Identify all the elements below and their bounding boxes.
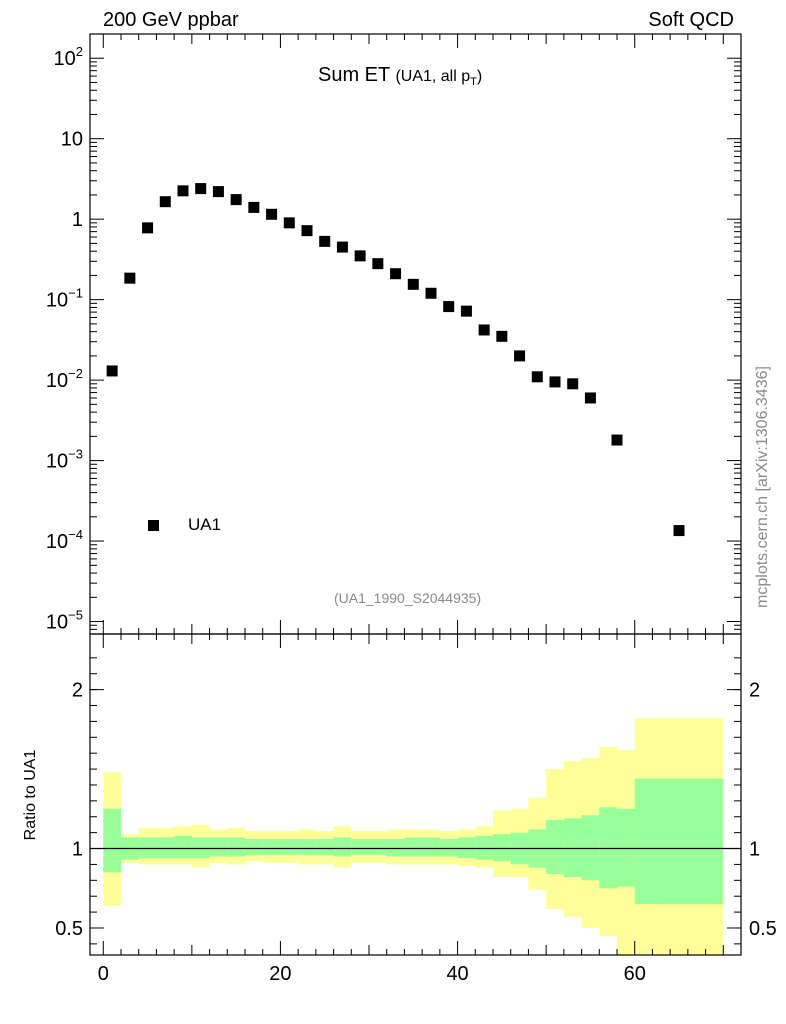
uncertainty-band-inner <box>103 808 121 873</box>
header-right: Soft QCD <box>648 9 734 31</box>
ratio-y-ticks <box>90 657 741 945</box>
uncertainty-band-inner <box>546 819 564 874</box>
main-plot-frame <box>89 33 742 635</box>
data-points <box>106 183 685 537</box>
header-left: 200 GeV ppbar <box>103 9 239 31</box>
chart-title: Sum ET (UA1, all pT) <box>318 64 482 88</box>
ratio-axis-label: Ratio to UA1 <box>22 749 39 841</box>
data-point <box>283 217 295 229</box>
data-point <box>195 183 207 195</box>
x-tick-label: 40 <box>446 963 468 985</box>
data-point <box>584 392 596 404</box>
uncertainty-band-inner <box>227 837 245 857</box>
uncertainty-band-inner <box>315 838 334 855</box>
data-point <box>319 235 331 247</box>
ratio-y-tick-label-right: 1 <box>749 839 760 861</box>
uncertainty-band-inner <box>404 837 423 857</box>
side-label: mcplots.cern.ch [arXiv:1306.3436] <box>754 366 771 608</box>
data-point <box>407 278 419 290</box>
uncertainty-band-inner <box>581 815 600 881</box>
uncertainty-band-inner <box>191 837 210 859</box>
legend-marker <box>148 520 159 531</box>
data-point <box>478 324 490 336</box>
y-tick-label: 1 <box>72 209 83 231</box>
uncertainty-band-inner <box>493 834 511 862</box>
y-tick-label: 102 <box>54 44 83 70</box>
data-point <box>106 365 118 377</box>
data-point <box>266 208 278 220</box>
uncertainty-band-inner <box>439 838 458 857</box>
data-point <box>177 185 189 197</box>
data-point <box>354 250 366 262</box>
y-tick-label: 10−4 <box>46 527 83 553</box>
ratio-y-tick-label-left: 2 <box>72 680 83 702</box>
uncertainty-band-inner <box>280 838 299 855</box>
uncertainty-band-inner <box>617 808 635 887</box>
legend-label: UA1 <box>188 515 222 534</box>
uncertainty-band-inner <box>298 838 316 855</box>
chart-title-main: Sum ET <box>318 64 390 86</box>
uncertainty-band-inner <box>386 838 405 857</box>
data-point <box>549 376 561 388</box>
data-point <box>124 272 136 284</box>
data-point <box>230 194 242 206</box>
uncertainty-band-inner <box>138 837 157 859</box>
uncertainty-band-inner <box>209 837 228 857</box>
x-ticks <box>102 34 724 955</box>
data-point <box>301 225 313 237</box>
uncertainty-band-inner <box>634 778 724 905</box>
y-tick-label: 10−1 <box>46 286 83 312</box>
data-point <box>567 378 579 390</box>
data-point <box>372 258 384 270</box>
ratio-y-tick-label-left: 1 <box>72 839 83 861</box>
data-point <box>425 287 437 299</box>
data-point <box>336 241 348 253</box>
y-tick-label: 10−5 <box>46 608 83 634</box>
data-point <box>496 330 508 342</box>
x-tick-label: 0 <box>98 963 109 985</box>
uncertainty-band-inner <box>369 838 387 855</box>
y-tick-label: 10 <box>61 129 83 151</box>
y-tick-label: 10−2 <box>46 366 83 392</box>
data-point <box>212 186 224 198</box>
main-y-ticks <box>90 33 741 635</box>
data-point <box>159 196 171 208</box>
ratio-y-tick-label-left: 0.5 <box>55 918 83 940</box>
ratio-bands <box>103 718 724 955</box>
data-point <box>514 350 526 362</box>
reference-label: (UA1_1990_S2044935) <box>334 590 482 606</box>
uncertainty-band-inner <box>475 835 493 860</box>
uncertainty-band-inner <box>351 838 369 855</box>
data-point <box>611 434 623 446</box>
ratio-y-tick-label-right: 2 <box>749 680 760 702</box>
data-point <box>673 525 685 537</box>
data-point <box>248 201 260 213</box>
y-tick-label: 10−3 <box>46 447 83 473</box>
data-point <box>460 305 472 317</box>
uncertainty-band-inner <box>457 837 476 859</box>
uncertainty-band-inner <box>245 838 263 855</box>
x-tick-label: 20 <box>269 963 291 985</box>
data-point <box>142 222 154 234</box>
uncertainty-band-inner <box>563 818 582 878</box>
uncertainty-band-inner <box>333 837 352 857</box>
data-point <box>531 371 543 383</box>
uncertainty-band-inner <box>174 835 192 859</box>
x-tick-label: 60 <box>624 963 646 985</box>
uncertainty-band-inner <box>422 837 440 857</box>
chart-title-sub: (UA1, all pT) <box>395 68 483 89</box>
uncertainty-band-inner <box>156 837 175 859</box>
ratio-plot-frame <box>89 633 742 956</box>
data-point <box>390 268 402 280</box>
uncertainty-band-inner <box>262 838 281 855</box>
data-point <box>443 301 455 313</box>
ratio-y-tick-label-right: 0.5 <box>749 918 777 940</box>
uncertainty-band-inner <box>599 807 617 889</box>
